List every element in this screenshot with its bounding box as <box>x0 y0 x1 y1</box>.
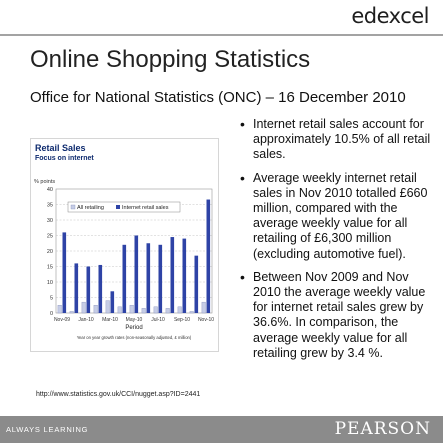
bar-all-retailing <box>81 301 86 314</box>
y-tick-label: 40 <box>47 187 53 193</box>
pearson-logo: PEARSON <box>334 419 431 439</box>
bullet-item: Internet retail sales account for approx… <box>240 117 432 163</box>
edexcel-logo: edexcel <box>351 4 429 28</box>
bar-internet-retail <box>194 255 199 313</box>
bullet-list: Internet retail sales account for approx… <box>240 117 432 369</box>
bar-internet-retail <box>74 263 79 313</box>
x-tick-label: Mar-10 <box>102 317 118 323</box>
bar-internet-retail <box>110 291 115 313</box>
chart-title: Retail Sales <box>35 143 86 153</box>
bar-all-retailing <box>141 308 146 314</box>
bar-all-retailing <box>57 305 62 314</box>
bullet-item: Between Nov 2009 and Nov 2010 the averag… <box>240 270 432 361</box>
bar-internet-retail <box>86 266 91 313</box>
bar-internet-retail <box>98 264 103 313</box>
slide-subtitle: Office for National Statistics (ONC) – 1… <box>30 89 406 106</box>
bar-all-retailing <box>165 308 170 314</box>
retail-sales-chart: % points 0 5 10 15 20 25 30 35 40 Nov-09 Jan-10 Mar-… <box>30 138 219 352</box>
y-tick-label: 0 <box>50 311 53 317</box>
y-tick-label: 20 <box>47 249 53 255</box>
y-tick-label: 30 <box>47 218 53 224</box>
bar-internet-retail <box>122 244 127 313</box>
y-tick-label: 35 <box>47 203 53 209</box>
y-tick-label: 5 <box>50 296 53 302</box>
bar-internet-retail <box>158 244 163 313</box>
bar-internet-retail <box>170 237 175 313</box>
chart-footnote: Year on year growth rates (non-seasonall… <box>77 335 192 340</box>
x-tick-label: Nov-09 <box>54 317 70 323</box>
y-tick-label: 10 <box>47 280 53 286</box>
x-tick-label: May-10 <box>126 317 143 323</box>
legend-swatch-all-retailing <box>70 204 76 210</box>
bar-all-retailing <box>69 311 74 314</box>
legend-box <box>67 201 181 213</box>
bar-all-retailing <box>117 306 122 314</box>
bar-all-retailing <box>105 300 110 314</box>
chart-subtitle: Focus on internet <box>35 155 94 162</box>
bar-all-retailing <box>189 311 194 314</box>
bar-all-retailing <box>177 306 182 314</box>
header-divider <box>0 34 443 36</box>
y-tick-label: 25 <box>47 234 53 240</box>
bar-internet-retail <box>206 199 211 313</box>
chart-canvas: % points 0 5 10 15 20 25 30 35 40 Nov-09 Jan-10 Mar-… <box>34 179 214 340</box>
footer-bar: ALWAYS LEARNING PEARSON <box>0 416 443 443</box>
footer-tagline: ALWAYS LEARNING <box>6 425 89 434</box>
bar-all-retailing <box>129 305 134 314</box>
legend-swatch-internet <box>116 205 120 209</box>
bar-internet-retail <box>134 235 139 313</box>
legend-label: All retailing <box>77 205 104 211</box>
legend-label: Internet retail sales <box>122 205 169 211</box>
bar-all-retailing <box>93 305 98 314</box>
bar-internet-retail <box>182 238 187 313</box>
x-tick-label: Jan-10 <box>78 317 94 323</box>
bar-internet-retail <box>62 232 67 313</box>
x-tick-label: Nov-10 <box>198 317 214 323</box>
bar-internet-retail <box>146 243 151 313</box>
bar-all-retailing <box>201 301 206 314</box>
bullet-item: Average weekly internet retail sales in … <box>240 171 432 262</box>
bar-all-retailing <box>153 306 158 314</box>
source-link[interactable]: http://www.statistics.gov.uk/CCI/nugget.… <box>36 391 201 398</box>
x-tick-label: Sep-10 <box>174 317 190 323</box>
x-tick-label: Jul-10 <box>151 317 165 323</box>
x-axis-label: Period <box>125 325 142 331</box>
y-unit-label: % points <box>34 179 55 185</box>
y-tick-label: 15 <box>47 265 53 271</box>
slide-title: Online Shopping Statistics <box>30 46 311 73</box>
